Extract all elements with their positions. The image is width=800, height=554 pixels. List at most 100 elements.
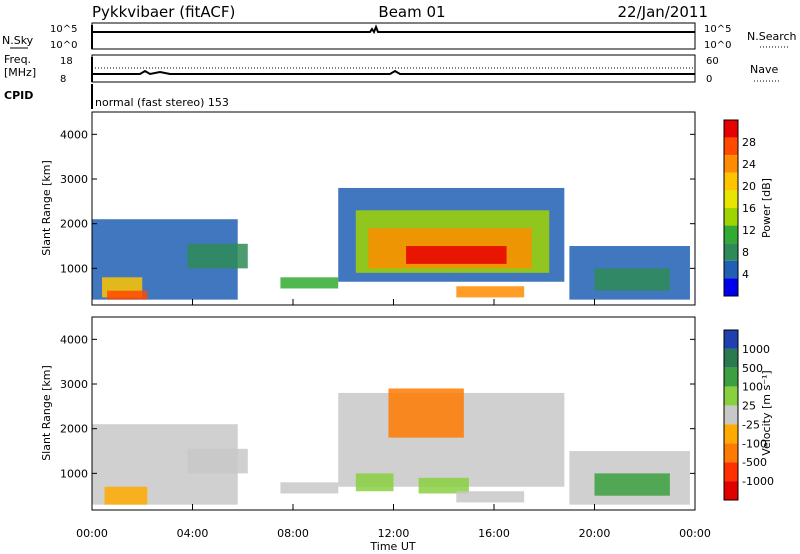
velocity-region-8 [456, 491, 525, 503]
power-colorbar-tick-4: 12 [742, 224, 756, 237]
power-colorbar-tick-3: 16 [742, 202, 756, 215]
date-label: 22/Jan/2011 [618, 3, 709, 21]
nsky-label: N.Sky [2, 34, 34, 47]
nsky-tick-high: 10^5 [50, 24, 77, 35]
power-colorbar-tick-6: 4 [742, 268, 749, 281]
nsky-tick-low: 10^0 [50, 40, 77, 51]
velocity-region-2 [187, 448, 248, 474]
power-colorbar-frame [723, 119, 739, 297]
time-x-axis: 00:00 04:00 08:00 12:00 16:00 20:00 00:00 [76, 299, 711, 540]
freq-tick-high: 18 [60, 56, 73, 67]
time-xlabel: Time UT [369, 540, 415, 553]
velocity-colorbar-swatch-2 [724, 367, 738, 387]
power-colorbar-swatch-3 [724, 172, 738, 191]
power-colorbar-swatch-0 [724, 120, 738, 138]
nsky-panel: N.Sky 10^5 10^0 10^5 10^0 N.Search [2, 22, 797, 51]
power-data-regions [92, 187, 690, 300]
velocity-colorbar-swatch-6 [724, 443, 738, 463]
velocity-colorbar-swatch-1 [724, 348, 738, 368]
power-colorbar-label: Power [dB] [760, 178, 773, 238]
power-region-9 [456, 286, 525, 298]
velocity-region-3 [280, 482, 339, 494]
power-colorbar: 28 24 20 16 12 8 4 [723, 119, 756, 297]
power-ytick-label-3: 4000 [60, 128, 88, 141]
velocity-colorbar-tick-0: 1000 [742, 343, 770, 356]
velocity-region-1 [104, 486, 148, 505]
power-ytick-label-2: 3000 [60, 173, 88, 186]
velocity-region-10 [594, 473, 670, 496]
velocity-colorbar-swatch-3 [724, 386, 738, 406]
power-ytick-label-1: 2000 [60, 218, 88, 231]
velocity-colorbar-tick-2: 100 [742, 381, 763, 394]
power-colorbar-swatch-5 [724, 208, 738, 226]
velocity-region-7 [418, 477, 469, 494]
xtick-label-0: 00:00 [76, 527, 108, 540]
velocity-ytick-label-0: 1000 [60, 467, 88, 480]
freq-trace [92, 69, 695, 76]
velocity-ylabel: Slant Range [km] [40, 365, 53, 461]
velocity-region-6 [355, 473, 394, 492]
power-colorbar-tick-5: 8 [742, 246, 749, 259]
station-title: Pykkvibaer (fitACF) [92, 3, 235, 21]
power-colorbar-tick-1: 24 [742, 158, 756, 171]
power-panel: 1000 2000 3000 4000 Slant Range [km] [40, 111, 696, 306]
power-region-8 [406, 246, 507, 264]
velocity-data-regions [92, 388, 690, 505]
velocity-region-5 [388, 388, 464, 438]
velocity-colorbar-swatch-0 [724, 330, 738, 349]
beam-label: Beam 01 [378, 3, 445, 21]
power-colorbar-swatch-2 [724, 155, 738, 173]
xtick-label-4: 16:00 [478, 527, 510, 540]
velocity-colorbar-tick-5: -100 [742, 437, 767, 450]
power-region-11 [594, 268, 670, 291]
power-ytick-label-0: 1000 [60, 262, 88, 275]
velocity-colorbar-tick-3: 25 [742, 400, 756, 413]
velocity-colorbar-label: Velocity [m s⁻¹] [760, 370, 773, 455]
freq-label: Freq. [4, 53, 31, 66]
nsearch-tick-low: 10^0 [704, 40, 731, 51]
freq-panel: Freq. [MHz] 18 8 60 0 Nave CPID normal (… [4, 53, 780, 109]
velocity-colorbar-swatch-7 [724, 462, 738, 482]
power-colorbar-swatch-4 [724, 190, 738, 208]
velocity-ytick-label-1: 2000 [60, 423, 88, 436]
power-colorbar-swatch-6 [724, 225, 738, 244]
freq-tick-low: 8 [60, 74, 66, 85]
power-region-4 [280, 277, 339, 289]
velocity-colorbar-swatch-4 [724, 405, 738, 425]
xtick-label-5: 20:00 [579, 527, 611, 540]
nave-label: Nave [750, 63, 778, 76]
power-region-2 [107, 290, 148, 300]
xtick-label-2: 08:00 [277, 527, 309, 540]
power-colorbar-swatch-7 [724, 243, 738, 261]
power-colorbar-swatch-8 [724, 260, 738, 279]
velocity-colorbar-tick-4: -25 [742, 418, 760, 431]
nsearch-tick-high: 10^5 [704, 24, 731, 35]
velocity-colorbar-tick-6: -500 [742, 456, 767, 469]
power-colorbar-swatch-9 [724, 278, 738, 296]
power-colorbar-swatch-1 [724, 137, 738, 156]
velocity-ytick-label-2: 3000 [60, 378, 88, 391]
power-ylabel: Slant Range [km] [40, 160, 53, 256]
cpid-value: normal (fast stereo) 153 [95, 96, 229, 109]
velocity-colorbar: 1000 500 100 25 -25 -100 -500 -1000 [723, 329, 774, 501]
velocity-colorbar-tick-7: -1000 [742, 475, 774, 488]
xtick-label-3: 12:00 [378, 527, 410, 540]
velocity-colorbar-swatch-5 [724, 424, 738, 444]
power-region-3 [187, 243, 248, 269]
velocity-y-axis: 1000 2000 3000 4000 [60, 333, 695, 480]
power-colorbar-tick-0: 28 [742, 136, 756, 149]
velocity-ytick-label-3: 4000 [60, 333, 88, 346]
xtick-label-1: 04:00 [177, 527, 209, 540]
nsearch-label: N.Search [747, 30, 797, 43]
nsky-trace [92, 24, 695, 35]
freq-unit-label: [MHz] [4, 66, 36, 79]
velocity-colorbar-swatch-8 [724, 481, 738, 500]
cpid-label: CPID [4, 89, 33, 102]
nave-tick-high: 60 [706, 56, 719, 67]
nave-tick-low: 0 [706, 74, 712, 85]
power-y-axis: 1000 2000 3000 4000 [60, 128, 695, 275]
power-colorbar-tick-2: 20 [742, 180, 756, 193]
xtick-label-6: 00:00 [679, 527, 711, 540]
